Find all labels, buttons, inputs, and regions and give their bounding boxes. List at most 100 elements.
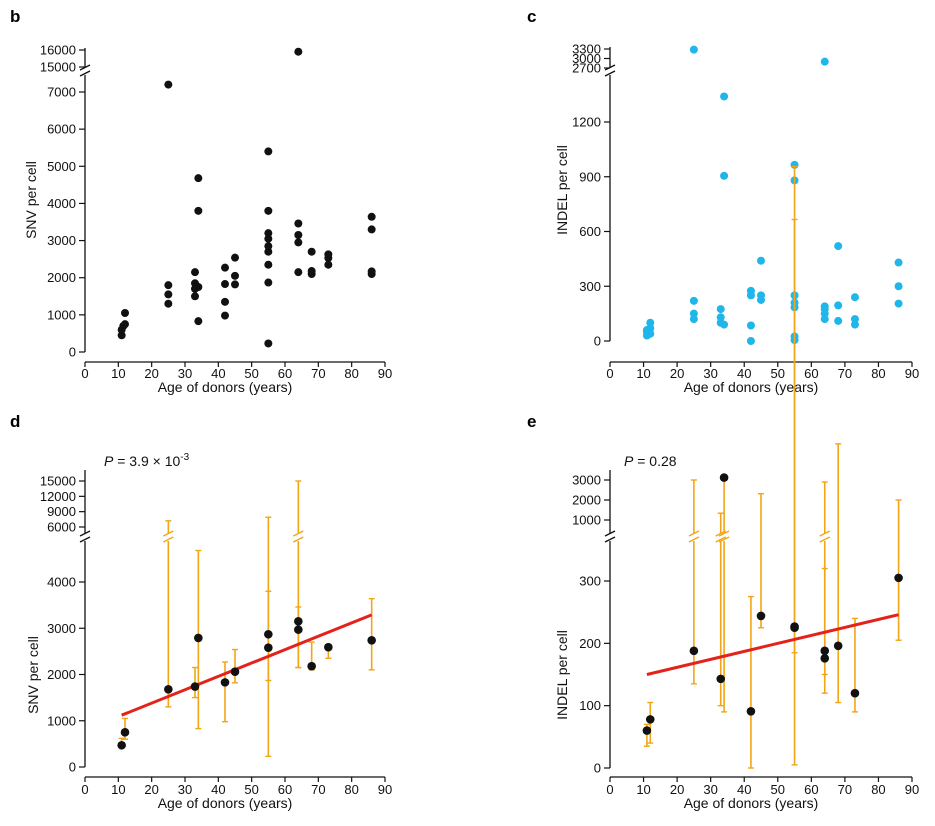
data-point <box>221 263 229 272</box>
data-point <box>820 57 829 66</box>
data-point <box>264 278 273 287</box>
data-point <box>689 45 698 54</box>
data-point <box>646 329 655 338</box>
y-tick-label: 12000 <box>40 489 76 504</box>
data-point <box>294 617 303 626</box>
x-tick-label: 80 <box>871 366 885 381</box>
x-tick-label: 60 <box>804 366 818 381</box>
data-point <box>194 317 203 326</box>
data-point <box>850 315 859 324</box>
y-tick-label: 3300 <box>572 42 601 57</box>
x-tick-label: 60 <box>804 782 818 797</box>
data-point <box>220 678 230 687</box>
x-tick-label: 90 <box>378 366 392 381</box>
regression-line <box>646 613 899 676</box>
y-tick-label: 3000 <box>572 51 601 66</box>
data-point <box>850 320 859 329</box>
x-tick-label: 0 <box>81 366 88 381</box>
data-point <box>294 625 303 634</box>
panel-letter: b <box>10 7 20 26</box>
data-point <box>367 225 376 234</box>
data-point <box>834 316 843 325</box>
y-axis-label: INDEL per cell <box>554 630 570 720</box>
x-tick-label: 70 <box>838 782 852 797</box>
data-point <box>646 324 655 333</box>
data-point <box>194 206 203 215</box>
data-point <box>834 301 843 310</box>
y-tick-label: 2000 <box>47 270 76 285</box>
axis-break-mark <box>79 530 91 543</box>
x-tick-label: 40 <box>737 366 751 381</box>
y-tick-label: 16000 <box>40 43 76 58</box>
x-axis-label: Age of donors (years) <box>158 795 293 811</box>
x-tick-label: 20 <box>144 782 158 797</box>
y-tick-label: 15000 <box>40 474 76 489</box>
data-point <box>230 667 240 677</box>
data-point <box>820 302 829 311</box>
x-axis-label: Age of donors (years) <box>158 379 293 395</box>
y-tick-label: 600 <box>579 224 601 239</box>
data-point <box>221 297 229 306</box>
data-point <box>716 305 725 314</box>
data-point <box>121 309 129 317</box>
x-tick-label: 60 <box>278 782 292 797</box>
y-tick-label: 9000 <box>47 504 76 519</box>
data-point <box>194 633 203 643</box>
x-tick-label: 0 <box>606 366 613 381</box>
x-tick-label: 60 <box>278 366 292 381</box>
x-tick-label: 30 <box>178 366 192 381</box>
y-axis-label: INDEL per cell <box>554 145 570 235</box>
y-tick-label: 0 <box>594 334 601 349</box>
x-tick-label: 70 <box>311 366 325 381</box>
error-bar-break <box>293 530 304 543</box>
p-value-annotation: P = 0.28 <box>624 453 677 469</box>
p-symbol: P <box>624 453 634 469</box>
p-value-annotation: P = 3.9 × 10-3 <box>104 452 190 469</box>
y-tick-label: 2700 <box>572 61 601 76</box>
y-tick-label: 300 <box>579 279 601 294</box>
x-tick-label: 20 <box>670 366 684 381</box>
data-point <box>716 674 726 684</box>
data-point <box>194 174 203 183</box>
data-point <box>689 315 698 324</box>
y-tick-label: 7000 <box>47 85 76 100</box>
x-tick-label: 30 <box>703 366 717 381</box>
data-point <box>324 250 333 259</box>
y-tick-label: 5000 <box>47 159 76 174</box>
data-point <box>367 267 376 276</box>
data-point <box>264 247 273 256</box>
data-point <box>646 318 655 327</box>
data-point <box>194 283 203 291</box>
panel-d: d P = 3.9 × 10-3 0 1000 2000 3000 4000 60009000… <box>10 412 392 811</box>
y-tick-label: 3000 <box>47 233 76 248</box>
x-axis-label: Age of donors (years) <box>684 379 819 395</box>
data-point <box>894 282 903 291</box>
data-point <box>746 337 755 345</box>
p-value-text: = 0.28 <box>633 453 676 469</box>
x-tick-label: 80 <box>871 782 885 797</box>
p-value-text: = 3.9 × 10 <box>113 453 180 469</box>
panel-letter: c <box>527 7 536 26</box>
y-tick-label: 2000 <box>47 667 76 682</box>
data-point <box>894 258 903 267</box>
data-point <box>689 309 698 318</box>
data-point <box>221 311 229 320</box>
y-tick-label: 3000 <box>47 621 76 636</box>
data-point <box>757 256 765 265</box>
panel-letter: e <box>527 412 536 431</box>
y-axis-label: SNV per cell <box>23 161 39 239</box>
data-point <box>231 271 239 280</box>
data-point <box>367 212 376 221</box>
data-point <box>720 92 729 101</box>
data-point <box>191 292 199 301</box>
y-tick-label: 900 <box>579 169 601 184</box>
data-point <box>719 473 729 482</box>
data-point <box>307 267 316 276</box>
y-tick-label: 0 <box>69 760 76 775</box>
data-point <box>264 229 273 238</box>
data-point <box>294 219 303 228</box>
y-tick-label: 2000 <box>572 493 601 508</box>
axis-break-mark <box>604 530 616 543</box>
x-tick-label: 40 <box>737 782 751 797</box>
data-point <box>324 260 333 269</box>
